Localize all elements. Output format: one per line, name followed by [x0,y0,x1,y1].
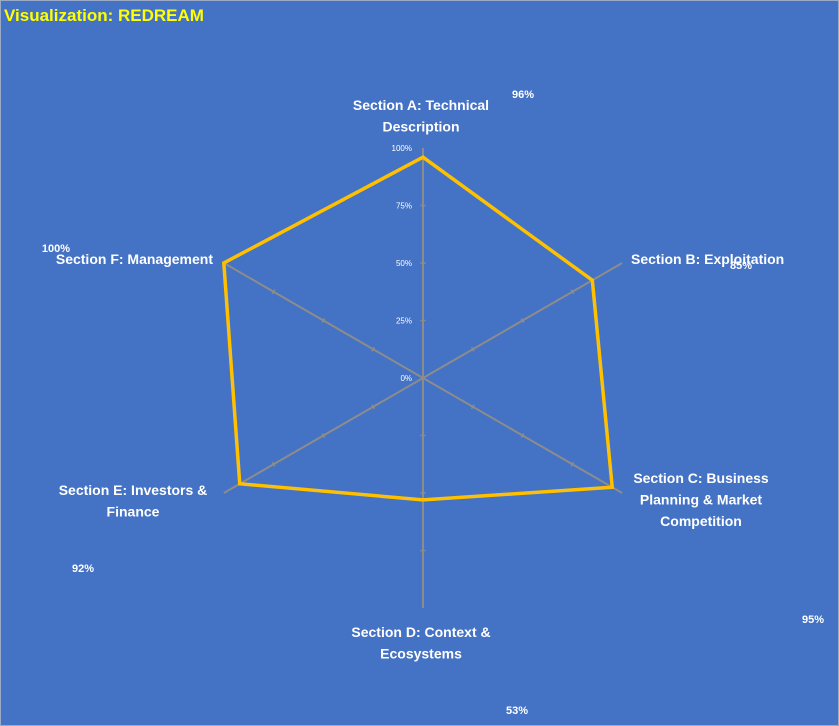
category-label: Section E: Investors & Finance [59,482,208,520]
axis-tick-5-1 [321,317,326,324]
category-label: Section D: Context & Ecosystems [351,624,490,662]
axis-tick-2-0 [470,404,475,410]
axis-tick-5-2 [271,289,276,295]
axis-tick-4-1 [321,432,326,439]
tick-label: 75% [396,202,412,211]
data-label: 96% [512,89,534,101]
category-label: Section C: Business Planning & Market Comp… [633,470,769,529]
tick-label: 0% [400,374,412,383]
data-label: 53% [506,705,528,717]
category-label: Section B: Exploitation [631,251,784,267]
category-label: Section A: Technical Description [353,97,489,135]
tick-label: 50% [396,259,412,268]
axis-tick-2-1 [520,432,525,439]
data-label: 100% [42,243,70,255]
tick-label: 100% [392,144,412,153]
axis-tick-2-2 [570,461,575,467]
category-label: Section F: Management [56,251,213,267]
axis-tick-1-2 [570,289,575,295]
axis-tick-4-2 [271,461,276,467]
chart-title: Visualization: REDREAM [4,6,204,25]
data-label: 92% [72,563,94,575]
axis-tick-5-0 [371,346,376,352]
data-label: 95% [802,614,824,626]
axis-tick-1-1 [520,317,525,324]
axis-tick-4-0 [371,404,376,410]
data-label: 85% [730,260,752,272]
series-line-0 [221,155,615,502]
tick-label: 25% [396,317,412,326]
axis-tick-1-0 [470,346,475,352]
